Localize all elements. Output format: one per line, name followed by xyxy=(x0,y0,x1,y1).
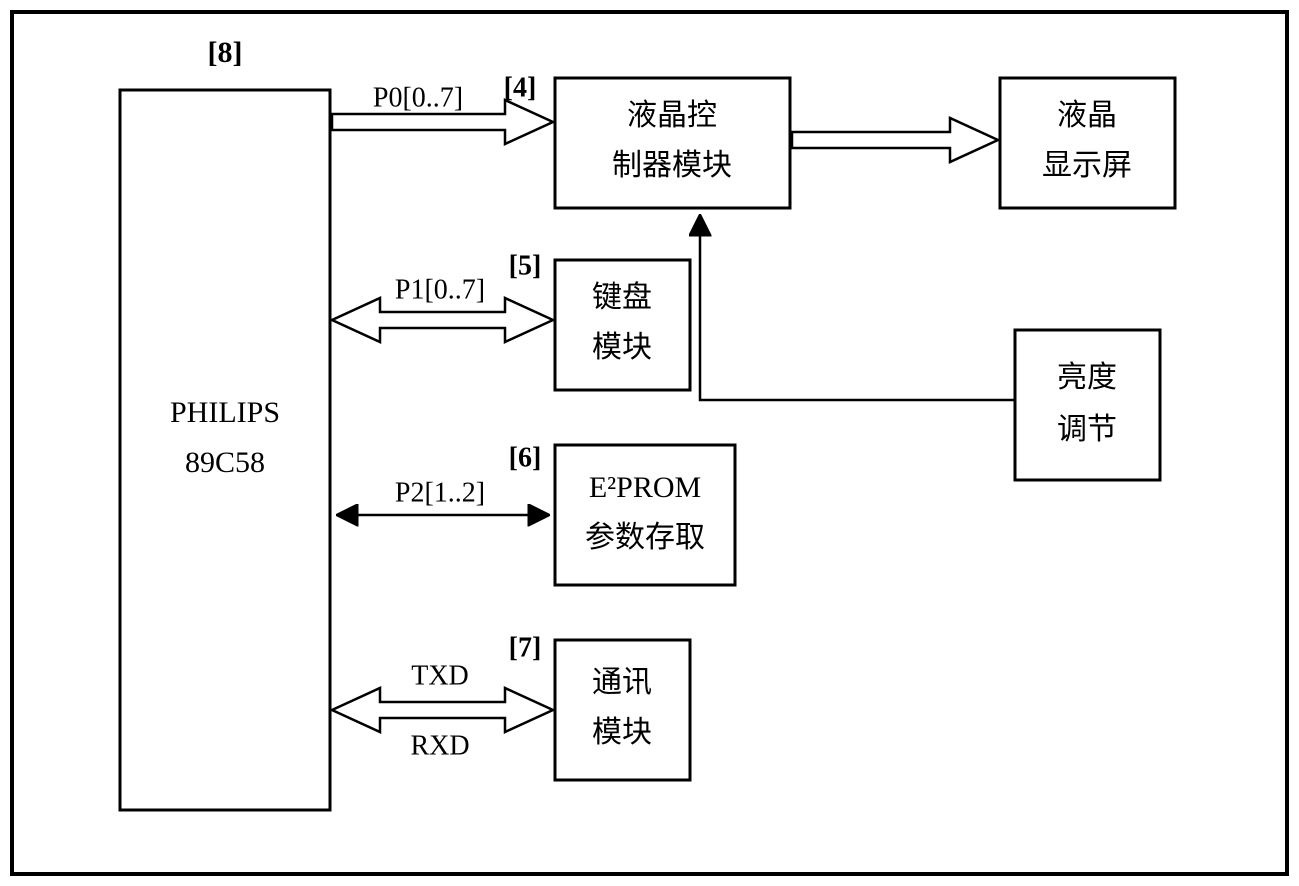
eeprom-line2: 参数存取 xyxy=(585,521,705,554)
label-rxd: RXD xyxy=(410,730,469,761)
arrow-brightness-to-lcdctrl xyxy=(700,216,1015,400)
box-brightness: 亮度 调节 xyxy=(1015,330,1160,480)
box-lcd-controller: 液晶控 制器模块 xyxy=(555,78,790,208)
keyboard-line2: 模块 xyxy=(592,331,652,364)
label-p2: P2[1..2] xyxy=(395,477,485,508)
arrow-txd-rxd: TXD RXD xyxy=(332,660,553,761)
eeprom-line1: E²PROM xyxy=(589,471,701,504)
lcd-ctrl-line2: 制器模块 xyxy=(612,149,732,182)
ref-7: [7] xyxy=(509,632,542,663)
ref-6: [6] xyxy=(509,442,542,473)
box-eeprom: E²PROM 参数存取 xyxy=(555,445,735,585)
arrow-p1: P1[0..7] xyxy=(332,274,553,342)
comm-line2: 模块 xyxy=(592,716,652,749)
mcu-line1: PHILIPS xyxy=(170,396,280,429)
lcd-panel-line1: 液晶 xyxy=(1057,99,1117,132)
label-p0: P0[0..7] xyxy=(373,82,463,113)
keyboard-line1: 键盘 xyxy=(592,281,652,314)
ref-4: [4] xyxy=(504,72,537,103)
box-mcu: PHILIPS 89C58 xyxy=(120,90,330,810)
label-txd: TXD xyxy=(411,660,469,691)
ref-8: [8] xyxy=(208,36,243,69)
box-comm: 通讯 模块 xyxy=(555,640,690,780)
lcd-ctrl-line1: 液晶控 xyxy=(627,99,717,132)
brightness-line2: 调节 xyxy=(1057,413,1117,446)
box-keyboard: 键盘 模块 xyxy=(555,260,690,390)
box-lcd-panel: 液晶 显示屏 xyxy=(1000,78,1175,208)
mcu-line2: 89C58 xyxy=(185,446,265,479)
label-p1: P1[0..7] xyxy=(395,274,485,305)
ref-5: [5] xyxy=(509,250,542,281)
lcd-panel-line2: 显示屏 xyxy=(1042,149,1132,182)
brightness-line1: 亮度 xyxy=(1057,361,1117,394)
arrow-lcdctrl-to-panel xyxy=(792,118,998,162)
comm-line1: 通讯 xyxy=(592,666,652,699)
